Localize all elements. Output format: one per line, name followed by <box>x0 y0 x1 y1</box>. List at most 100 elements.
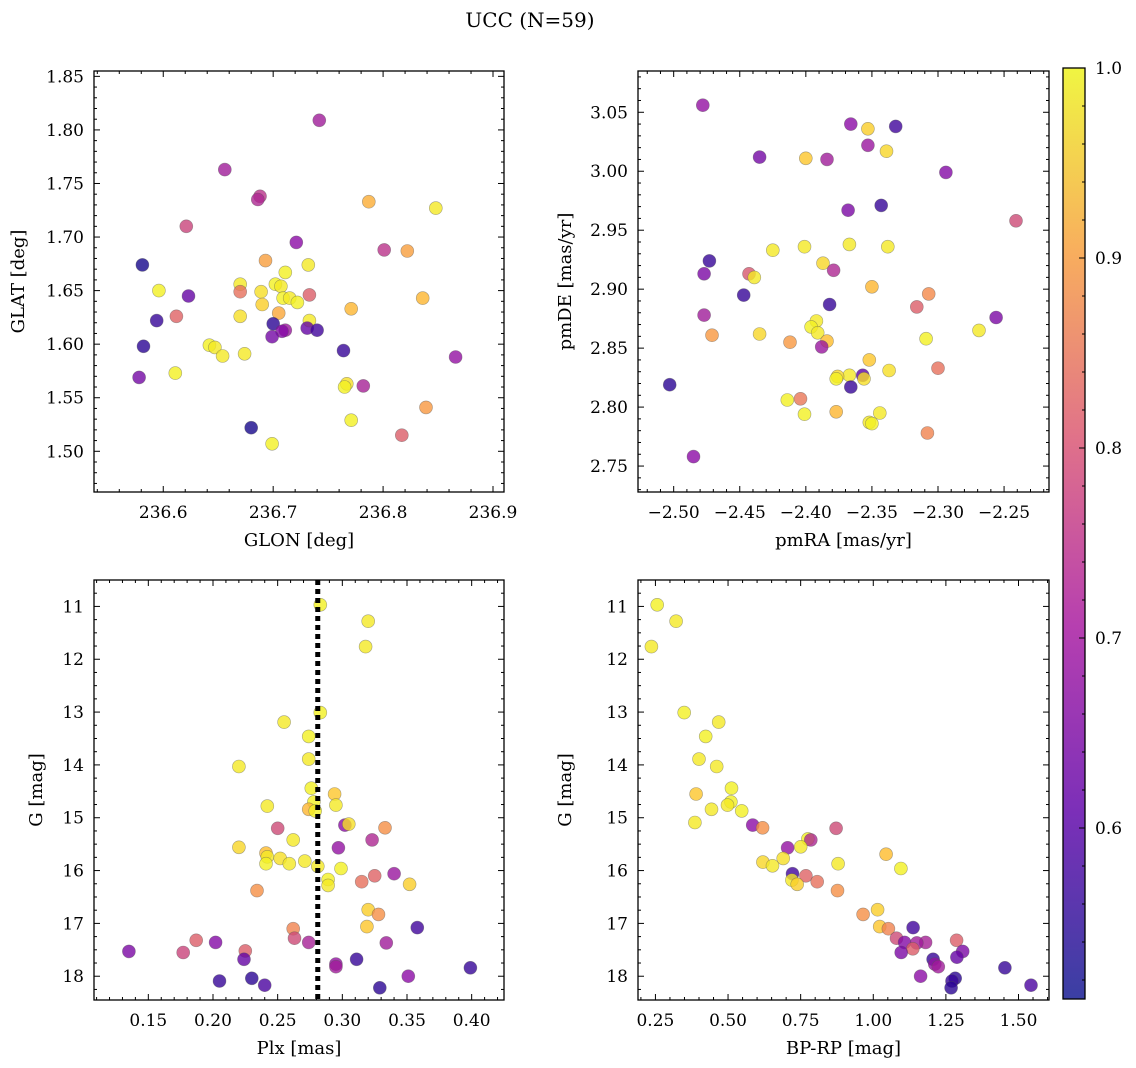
y-tick-label: 13 <box>62 703 84 723</box>
data-point <box>783 335 797 350</box>
y-tick-label: 2.80 <box>590 398 628 418</box>
data-point <box>463 960 478 975</box>
data-point <box>379 936 394 950</box>
data-point <box>697 266 711 281</box>
data-point <box>677 705 692 720</box>
data-point <box>212 974 227 988</box>
data-point <box>669 614 683 629</box>
axes-frame <box>93 70 505 493</box>
data-point <box>250 883 264 898</box>
data-point <box>189 933 203 948</box>
data-point <box>882 363 896 378</box>
data-point <box>880 239 895 254</box>
data-point <box>797 239 812 254</box>
y-tick-label: 1.85 <box>46 67 84 87</box>
data-point <box>122 944 136 959</box>
x-tick-label: 0.25 <box>259 1011 297 1031</box>
data-point <box>329 959 343 974</box>
data-point <box>428 201 443 215</box>
data-point <box>301 258 316 272</box>
data-point <box>232 840 246 855</box>
y-tick-label: 2.90 <box>590 280 628 300</box>
data-point <box>277 715 291 729</box>
data-point <box>843 117 858 131</box>
data-point <box>862 353 877 367</box>
data-point <box>301 935 316 950</box>
colorbar-tick-label: 0.6 <box>1095 819 1122 839</box>
data-point <box>856 907 870 922</box>
data-point <box>344 301 359 316</box>
data-point <box>686 449 701 464</box>
data-point <box>894 861 908 876</box>
data-point <box>415 291 430 305</box>
data-point <box>650 597 665 612</box>
x-tick-label: 0.25 <box>636 1011 674 1031</box>
scatter-points <box>644 597 1038 995</box>
data-point <box>734 804 749 818</box>
data-point <box>1009 214 1023 228</box>
data-point <box>344 413 359 428</box>
data-point <box>310 323 324 338</box>
data-point <box>950 950 964 965</box>
data-point <box>826 263 841 278</box>
data-point <box>909 300 924 314</box>
data-point <box>888 119 903 134</box>
y-tick-label: 1.55 <box>46 389 84 409</box>
data-point <box>365 833 379 847</box>
data-point <box>152 283 166 298</box>
y-tick-label: 13 <box>606 703 628 723</box>
data-point <box>312 113 327 128</box>
data-point <box>282 856 297 871</box>
data-point <box>372 980 387 995</box>
x-tick-label: −2.40 <box>780 503 832 523</box>
y-tick-label: 16 <box>606 862 628 882</box>
data-point <box>176 945 190 960</box>
colorbar-tick-label: 0.7 <box>1095 629 1122 649</box>
y-tick-label: 1.80 <box>46 121 84 141</box>
x-axis-label: GLON [deg] <box>244 530 354 551</box>
y-tick-label: 15 <box>62 809 84 829</box>
data-point <box>218 162 232 177</box>
data-point <box>709 759 724 774</box>
data-point <box>698 729 713 744</box>
data-point <box>797 407 812 422</box>
data-point <box>803 833 818 847</box>
data-point <box>331 840 346 855</box>
data-point <box>692 752 706 766</box>
data-point <box>135 258 150 272</box>
y-axis-label: G [mag] <box>26 753 47 826</box>
data-point <box>237 346 252 361</box>
colorbar-frame <box>1062 67 1086 1000</box>
data-point <box>367 868 382 883</box>
data-point <box>736 288 751 302</box>
data-point <box>179 219 194 234</box>
y-tick-label: 14 <box>606 756 628 776</box>
data-point <box>752 150 767 164</box>
data-point <box>688 815 702 830</box>
y-tick-label: 2.95 <box>590 221 628 241</box>
data-point <box>258 253 273 268</box>
data-point <box>208 935 223 950</box>
data-point <box>843 380 858 394</box>
y-tick-label: 11 <box>62 597 84 617</box>
x-tick-label: 1.00 <box>854 1011 892 1031</box>
panel-3: 0.15 0.20 0.25 0.30 0.35 0.40 11 12 13 14 15 16 17 18… <box>26 579 505 1059</box>
data-point <box>361 194 376 209</box>
data-point <box>329 798 343 812</box>
data-point <box>402 877 417 892</box>
colorbar-tick-label: 0.8 <box>1095 439 1122 459</box>
panel-4: 0.25 0.50 0.75 1.00 1.25 1.50 11 12 13 14 15 16 17 18… <box>555 579 1050 1059</box>
data-point <box>448 350 463 364</box>
scatter-points <box>132 113 463 451</box>
x-tick-label: 0.20 <box>194 1011 232 1031</box>
data-point <box>822 297 837 312</box>
data-point <box>250 192 265 207</box>
data-point <box>711 715 726 729</box>
data-point <box>336 343 351 358</box>
axes-frame <box>637 579 1050 1001</box>
x-axis-label: Plx [mas] <box>257 1038 342 1059</box>
axes-frame <box>637 70 1050 493</box>
data-point <box>271 306 286 320</box>
data-point <box>793 839 808 854</box>
